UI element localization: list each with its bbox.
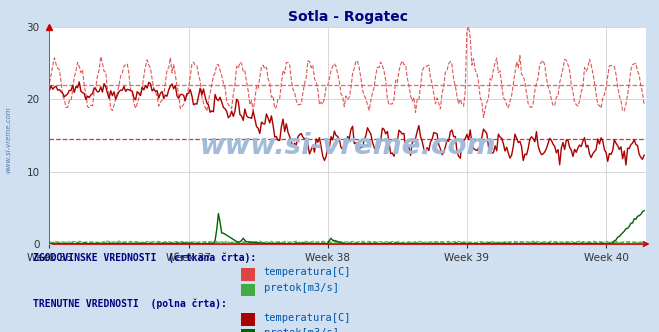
Text: temperatura[C]: temperatura[C]: [264, 267, 351, 277]
Text: ZGODOVINSKE VREDNOSTI  (črtkana črta):: ZGODOVINSKE VREDNOSTI (črtkana črta):: [33, 252, 256, 263]
Text: TRENUTNE VREDNOSTI  (polna črta):: TRENUTNE VREDNOSTI (polna črta):: [33, 298, 227, 309]
Text: pretok[m3/s]: pretok[m3/s]: [264, 328, 339, 332]
Text: www.si-vreme.com: www.si-vreme.com: [5, 106, 11, 173]
Text: temperatura[C]: temperatura[C]: [264, 313, 351, 323]
Text: www.si-vreme.com: www.si-vreme.com: [200, 132, 496, 160]
Text: pretok[m3/s]: pretok[m3/s]: [264, 283, 339, 293]
Title: Sotla - Rogatec: Sotla - Rogatec: [287, 10, 408, 24]
